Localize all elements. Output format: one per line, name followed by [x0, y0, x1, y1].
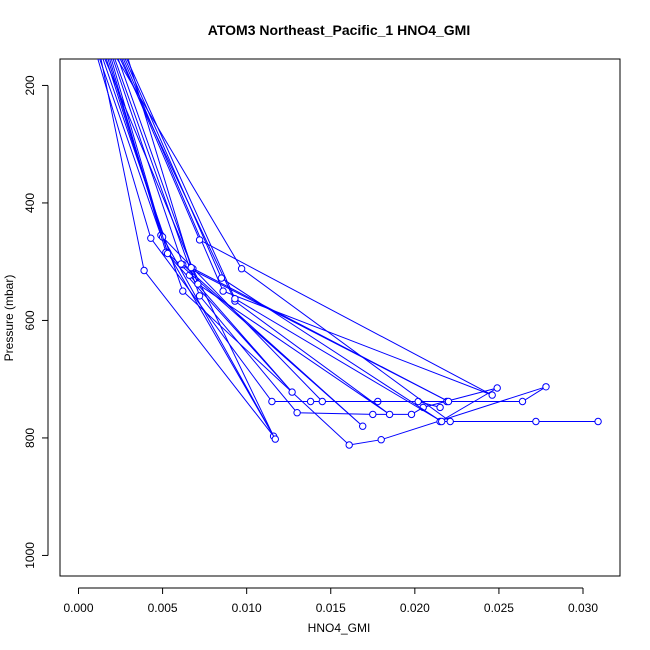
series-line	[105, 59, 276, 440]
series-line	[114, 59, 599, 422]
data-point	[293, 409, 301, 417]
data-point	[369, 410, 377, 419]
plot-area	[97, 59, 602, 449]
x-tick-label: 0.000	[63, 601, 93, 615]
y-axis-label: Pressure (mbar)	[2, 275, 16, 362]
series-11	[127, 59, 453, 406]
y-tick-label: 400	[23, 193, 37, 213]
data-point	[268, 397, 276, 406]
data-point	[217, 274, 226, 282]
data-point	[187, 263, 195, 272]
data-point	[288, 388, 296, 396]
series-1	[97, 59, 550, 449]
x-tick-label: 0.005	[148, 601, 178, 615]
chart-title: ATOM3 Northeast_Pacific_1 HNO4_GMI	[208, 22, 470, 38]
data-point	[231, 295, 239, 303]
data-point	[177, 260, 185, 268]
data-point	[493, 384, 501, 392]
x-axis: 0.000 0.005 0.010 0.015 0.020 0.025 0.030	[63, 587, 598, 615]
x-tick-label: 0.010	[232, 601, 262, 615]
data-point	[194, 280, 202, 288]
data-point	[444, 397, 453, 406]
y-tick-label: 200	[23, 75, 37, 95]
data-point	[446, 417, 454, 426]
x-tick-label: 0.030	[568, 601, 598, 615]
data-point	[488, 391, 496, 399]
series-line	[127, 59, 449, 402]
data-point	[377, 436, 385, 444]
data-point	[140, 266, 148, 275]
data-point	[195, 292, 204, 300]
series-2	[99, 59, 444, 412]
x-tick-label: 0.025	[484, 601, 514, 615]
series-line	[100, 59, 275, 437]
series-line	[121, 59, 493, 396]
data-point	[518, 397, 527, 406]
series-7	[114, 59, 602, 426]
series-line	[97, 59, 547, 446]
data-point	[179, 287, 187, 295]
data-point	[359, 422, 367, 430]
y-tick-label: 800	[23, 428, 37, 448]
data-point	[219, 287, 227, 295]
series-8	[117, 59, 394, 419]
series-6	[110, 59, 367, 430]
data-point	[542, 383, 550, 391]
data-point	[532, 417, 540, 426]
data-point	[271, 435, 280, 443]
y-axis: 200 400 600 800 1000	[23, 75, 49, 569]
data-point	[594, 417, 602, 426]
data-point	[306, 397, 315, 406]
data-point	[438, 417, 446, 426]
series-line	[109, 59, 293, 393]
x-axis-label: HNO4_GMI	[308, 621, 371, 635]
data-point	[436, 403, 444, 412]
plot-frame	[59, 58, 621, 577]
series-line	[124, 59, 442, 422]
series-9	[121, 59, 496, 399]
data-point	[318, 397, 326, 406]
series-10	[124, 59, 446, 426]
data-point	[385, 410, 394, 419]
y-tick-label: 1000	[23, 542, 37, 569]
data-point	[407, 410, 416, 419]
x-tick-label: 0.015	[316, 601, 346, 615]
data-point	[237, 265, 246, 273]
y-tick-label: 600	[23, 310, 37, 330]
x-tick-label: 0.020	[400, 601, 430, 615]
data-point	[147, 234, 155, 242]
data-point	[195, 236, 204, 244]
data-point	[345, 441, 353, 449]
data-point	[163, 249, 172, 258]
